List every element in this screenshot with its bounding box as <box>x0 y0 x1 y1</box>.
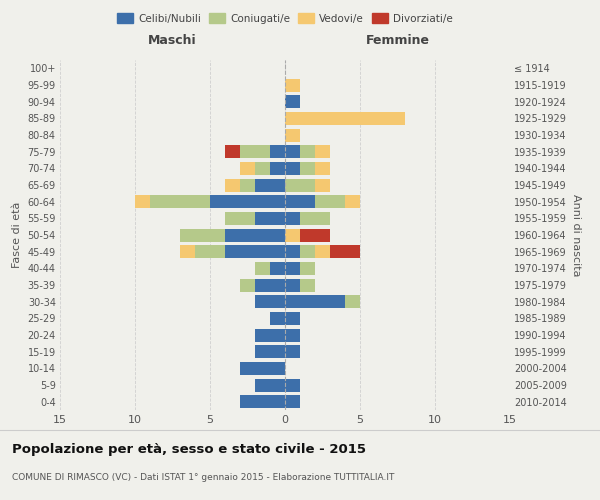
Bar <box>240 162 255 175</box>
Text: Femmine: Femmine <box>365 34 430 46</box>
Bar <box>135 195 150 208</box>
Bar <box>255 212 285 225</box>
Bar <box>300 262 315 275</box>
Bar <box>180 245 195 258</box>
Text: Maschi: Maschi <box>148 34 197 46</box>
Y-axis label: Anni di nascita: Anni di nascita <box>571 194 581 276</box>
Bar <box>315 145 330 158</box>
Bar <box>285 378 300 392</box>
Bar <box>270 312 285 325</box>
Bar <box>240 178 255 192</box>
Bar <box>285 312 300 325</box>
Bar <box>255 378 285 392</box>
Bar <box>255 162 270 175</box>
Bar <box>285 195 315 208</box>
Legend: Celibi/Nubili, Coniugati/e, Vedovi/e, Divorziati/e: Celibi/Nubili, Coniugati/e, Vedovi/e, Di… <box>113 9 457 28</box>
Bar <box>315 162 330 175</box>
Bar <box>285 278 300 291</box>
Bar <box>330 245 360 258</box>
Bar <box>285 212 300 225</box>
Bar <box>255 345 285 358</box>
Bar <box>195 245 225 258</box>
Bar <box>285 78 300 92</box>
Bar <box>285 295 345 308</box>
Bar <box>240 362 285 375</box>
Bar <box>285 145 300 158</box>
Bar <box>285 328 300 342</box>
Bar <box>225 178 240 192</box>
Bar <box>285 262 300 275</box>
Bar <box>285 245 300 258</box>
Bar <box>240 278 255 291</box>
Bar <box>285 228 300 241</box>
Bar <box>300 145 315 158</box>
Bar <box>285 178 315 192</box>
Bar <box>225 212 255 225</box>
Bar <box>285 162 300 175</box>
Bar <box>255 262 270 275</box>
Bar <box>255 328 285 342</box>
Bar <box>315 245 330 258</box>
Bar <box>300 278 315 291</box>
Bar <box>300 162 315 175</box>
Bar <box>285 95 300 108</box>
Bar <box>255 295 285 308</box>
Bar <box>300 245 315 258</box>
Bar <box>345 295 360 308</box>
Bar <box>285 112 405 125</box>
Bar <box>270 145 285 158</box>
Bar <box>285 128 300 141</box>
Bar <box>315 178 330 192</box>
Bar <box>150 195 210 208</box>
Text: Popolazione per età, sesso e stato civile - 2015: Popolazione per età, sesso e stato civil… <box>12 442 366 456</box>
Bar <box>270 162 285 175</box>
Bar <box>315 195 345 208</box>
Bar <box>240 395 285 408</box>
Bar <box>255 278 285 291</box>
Y-axis label: Fasce di età: Fasce di età <box>12 202 22 268</box>
Bar <box>255 178 285 192</box>
Bar <box>285 395 300 408</box>
Bar <box>210 195 285 208</box>
Bar <box>270 262 285 275</box>
Bar <box>240 145 270 158</box>
Bar <box>225 228 285 241</box>
Bar <box>180 228 225 241</box>
Bar <box>225 245 285 258</box>
Bar <box>345 195 360 208</box>
Bar <box>225 145 240 158</box>
Bar <box>300 228 330 241</box>
Bar <box>285 345 300 358</box>
Bar <box>300 212 330 225</box>
Text: COMUNE DI RIMASCO (VC) - Dati ISTAT 1° gennaio 2015 - Elaborazione TUTTITALIA.IT: COMUNE DI RIMASCO (VC) - Dati ISTAT 1° g… <box>12 472 394 482</box>
